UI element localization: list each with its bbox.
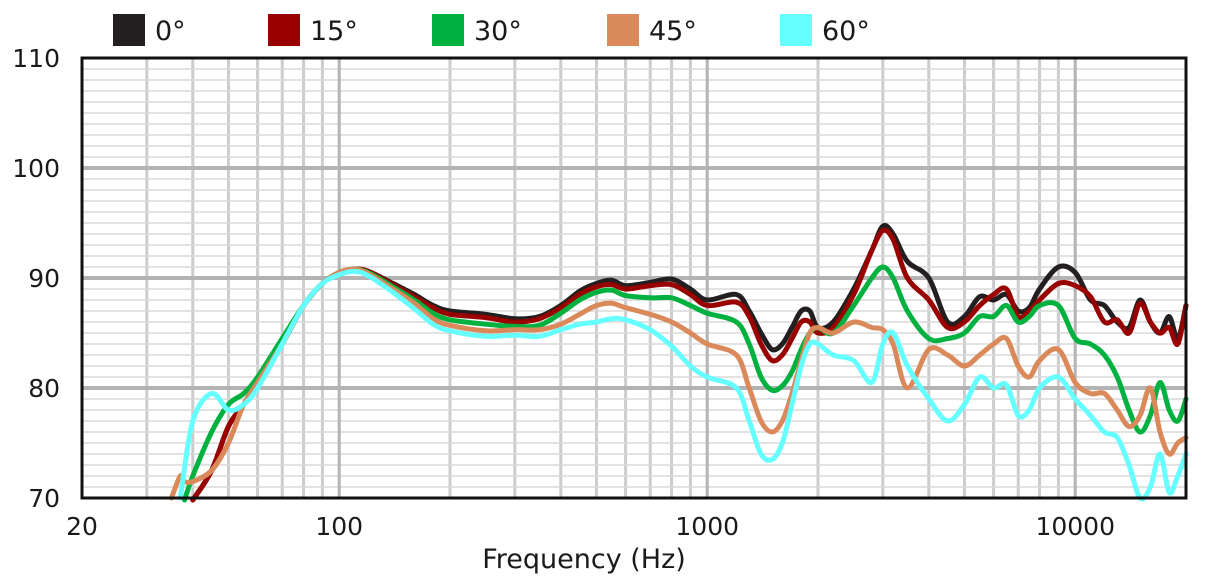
legend-label-15deg: 15° xyxy=(310,16,358,47)
legend-label-45deg: 45° xyxy=(649,16,697,47)
x-axis-ticks: 20 100 1000 10000 xyxy=(66,512,1115,541)
series-line-60deg xyxy=(177,268,1189,502)
legend-label-0deg: 0° xyxy=(155,16,186,47)
y-tick-label-70: 70 xyxy=(28,484,60,513)
x-tick-label-10000: 10000 xyxy=(1035,512,1115,541)
y-axis-ticks: 70 80 90 100 110 xyxy=(12,44,60,513)
x-tick-label-100: 100 xyxy=(315,512,363,541)
x-axis-title: Frequency (Hz) xyxy=(482,544,686,575)
plot-frame xyxy=(80,56,1188,500)
series-lines xyxy=(168,222,1189,503)
y-tick-label-100: 100 xyxy=(12,154,60,183)
legend-swatch-60deg xyxy=(780,14,812,46)
legend-swatch-30deg xyxy=(432,14,464,46)
legend-swatch-45deg xyxy=(607,14,639,46)
y-tick-label-110: 110 xyxy=(12,44,60,73)
major-grid xyxy=(82,58,1186,498)
x-tick-label-20: 20 xyxy=(66,512,98,541)
legend-swatch-15deg xyxy=(268,14,300,46)
legend-swatch-0deg xyxy=(113,14,145,46)
legend-label-30deg: 30° xyxy=(474,16,522,47)
legend: 0° 15° 30° 45° 60° xyxy=(113,14,870,47)
y-tick-label-80: 80 xyxy=(28,374,60,403)
legend-label-60deg: 60° xyxy=(822,16,870,47)
x-tick-label-1000: 1000 xyxy=(675,512,739,541)
y-tick-label-90: 90 xyxy=(28,264,60,293)
